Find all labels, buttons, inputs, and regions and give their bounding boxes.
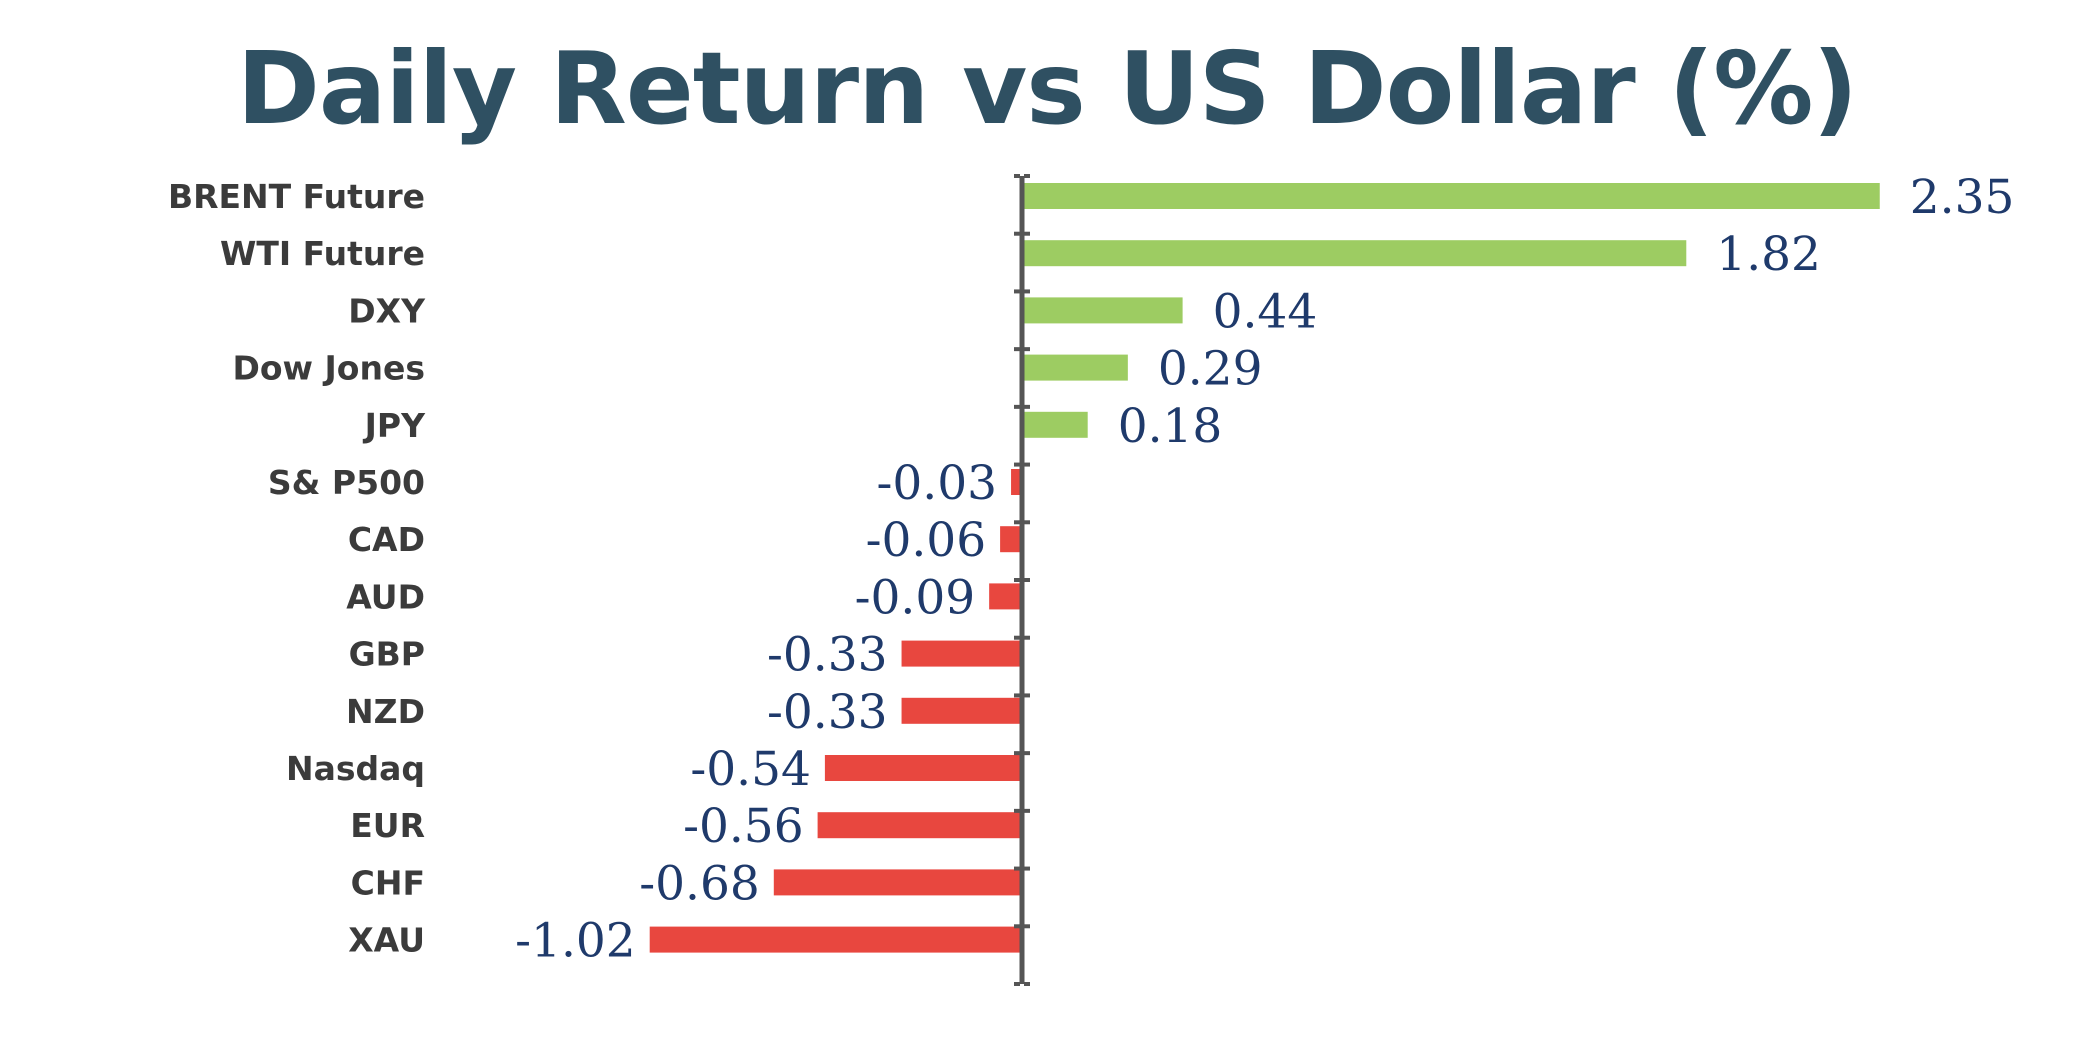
- category-label: CAD: [348, 520, 425, 559]
- bar-13: [649, 926, 1022, 953]
- value-label: -0.33: [767, 628, 888, 683]
- category-label: WTI Future: [220, 234, 425, 273]
- bar-5: [1011, 469, 1022, 495]
- category-label: Dow Jones: [232, 349, 425, 388]
- category-label: XAU: [348, 921, 425, 960]
- bar-10: [824, 755, 1022, 781]
- value-label: -0.09: [855, 570, 976, 625]
- value-label: -0.03: [877, 456, 998, 511]
- bar-11: [817, 812, 1022, 839]
- bar-7: [989, 583, 1022, 610]
- category-label: DXY: [348, 291, 426, 330]
- value-label: -0.33: [767, 685, 888, 740]
- category-label: Nasdaq: [286, 749, 425, 788]
- category-label: AUD: [346, 577, 425, 616]
- category-label: S& P500: [268, 463, 425, 502]
- bar-8: [901, 640, 1022, 667]
- bar-2: [1022, 297, 1183, 324]
- value-label: -0.06: [866, 513, 987, 568]
- bar-4: [1022, 411, 1088, 438]
- bar-6: [1000, 526, 1022, 553]
- chart-title: Daily Return vs US Dollar (%): [236, 30, 1858, 147]
- value-label: -0.56: [683, 799, 804, 854]
- bar-1: [1022, 240, 1687, 267]
- category-label: NZD: [346, 692, 425, 731]
- value-label: -0.68: [639, 856, 760, 911]
- bar-9: [901, 697, 1022, 724]
- category-label: JPY: [363, 406, 426, 445]
- value-label: 2.35: [1910, 170, 2015, 225]
- bar-12: [773, 869, 1022, 896]
- value-label: 0.44: [1213, 284, 1318, 339]
- value-label: -0.54: [690, 742, 811, 797]
- category-label: EUR: [350, 806, 425, 845]
- bar-3: [1022, 354, 1128, 381]
- category-label: GBP: [349, 635, 425, 674]
- bar-0: [1022, 183, 1880, 209]
- value-label: 0.18: [1118, 399, 1223, 454]
- value-label: 1.82: [1716, 227, 1821, 282]
- category-label: BRENT Future: [168, 177, 425, 216]
- value-label: -1.02: [515, 914, 636, 969]
- value-label: 0.29: [1158, 342, 1263, 397]
- category-label: CHF: [351, 863, 425, 902]
